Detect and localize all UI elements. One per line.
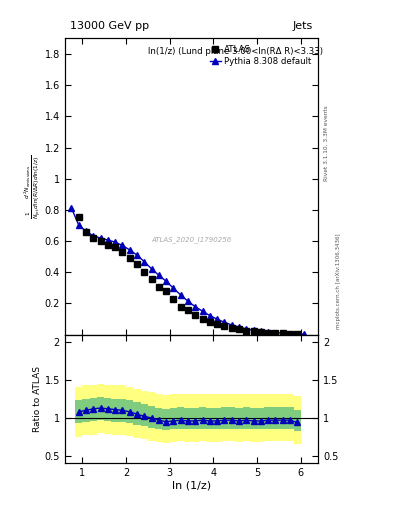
ATLAS <box>215 321 219 327</box>
ATLAS <box>171 296 176 302</box>
Pythia 8.308 default <box>244 326 249 332</box>
ATLAS <box>222 323 227 329</box>
Pythia 8.308 default <box>76 222 81 228</box>
ATLAS <box>178 304 183 310</box>
Pythia 8.308 default <box>113 239 118 245</box>
Pythia 8.308 default <box>222 319 227 325</box>
ATLAS <box>185 307 190 313</box>
Pythia 8.308 default <box>178 292 183 298</box>
Pythia 8.308 default <box>134 252 139 258</box>
ATLAS <box>229 325 234 331</box>
ATLAS <box>134 261 139 267</box>
Pythia 8.308 default <box>251 327 256 333</box>
ATLAS <box>251 328 256 334</box>
Y-axis label: Ratio to ATLAS: Ratio to ATLAS <box>33 366 42 432</box>
Pythia 8.308 default <box>84 228 88 234</box>
ATLAS <box>237 326 241 332</box>
Pythia 8.308 default <box>120 242 125 248</box>
Line: Pythia 8.308 default: Pythia 8.308 default <box>69 205 307 337</box>
Pythia 8.308 default <box>259 328 263 334</box>
ATLAS <box>76 214 81 220</box>
ATLAS <box>259 329 263 335</box>
Pythia 8.308 default <box>142 259 147 265</box>
Pythia 8.308 default <box>185 298 190 304</box>
Pythia 8.308 default <box>127 247 132 253</box>
ATLAS <box>164 288 169 294</box>
ATLAS <box>288 331 292 337</box>
Pythia 8.308 default <box>229 322 234 328</box>
ATLAS <box>266 330 270 336</box>
ATLAS <box>142 269 147 275</box>
ATLAS <box>149 276 154 282</box>
Pythia 8.308 default <box>69 205 74 211</box>
Pythia 8.308 default <box>215 316 219 322</box>
ATLAS <box>156 284 161 290</box>
ATLAS <box>280 330 285 336</box>
Pythia 8.308 default <box>200 308 205 314</box>
ATLAS <box>244 328 249 334</box>
Pythia 8.308 default <box>171 285 176 291</box>
Y-axis label: $\frac{1}{N_{\mathrm{jet}}} \frac{d^2 N_{\mathrm{emissions}}}{d\ln(R/\Delta R)\,: $\frac{1}{N_{\mathrm{jet}}} \frac{d^2 N_… <box>23 155 43 219</box>
ATLAS <box>91 236 95 242</box>
Pythia 8.308 default <box>98 235 103 241</box>
Pythia 8.308 default <box>149 266 154 272</box>
ATLAS <box>84 229 88 235</box>
ATLAS <box>113 244 118 250</box>
ATLAS <box>127 254 132 261</box>
ATLAS <box>200 316 205 322</box>
ATLAS <box>105 242 110 248</box>
Pythia 8.308 default <box>273 330 278 336</box>
ATLAS <box>273 330 278 336</box>
Pythia 8.308 default <box>237 324 241 330</box>
Text: Rivet 3.1.10, 3.3M events: Rivet 3.1.10, 3.3M events <box>324 105 329 181</box>
Pythia 8.308 default <box>156 272 161 278</box>
Pythia 8.308 default <box>91 232 95 239</box>
ATLAS <box>193 312 198 318</box>
ATLAS <box>208 318 212 325</box>
Pythia 8.308 default <box>295 331 299 337</box>
Pythia 8.308 default <box>164 278 169 284</box>
Pythia 8.308 default <box>288 331 292 337</box>
Text: Jets: Jets <box>293 21 313 31</box>
X-axis label: ln (1/z): ln (1/z) <box>172 481 211 491</box>
Legend: ATLAS, Pythia 8.308 default: ATLAS, Pythia 8.308 default <box>208 42 314 69</box>
Pythia 8.308 default <box>193 304 198 310</box>
Text: mcplots.cern.ch [arXiv:1306.3436]: mcplots.cern.ch [arXiv:1306.3436] <box>336 234 341 329</box>
Pythia 8.308 default <box>208 312 212 318</box>
Line: ATLAS: ATLAS <box>76 214 300 336</box>
ATLAS <box>120 249 125 255</box>
Pythia 8.308 default <box>302 331 307 337</box>
Text: ATLAS_2020_I1790256: ATLAS_2020_I1790256 <box>151 237 232 243</box>
ATLAS <box>98 238 103 244</box>
Pythia 8.308 default <box>105 237 110 243</box>
Pythia 8.308 default <box>266 329 270 335</box>
Text: ln(1/z) (Lund plane 3.00<ln(RΔ R)<3.33): ln(1/z) (Lund plane 3.00<ln(RΔ R)<3.33) <box>149 47 323 56</box>
Pythia 8.308 default <box>280 330 285 336</box>
Text: 13000 GeV pp: 13000 GeV pp <box>70 21 149 31</box>
ATLAS <box>295 331 299 337</box>
